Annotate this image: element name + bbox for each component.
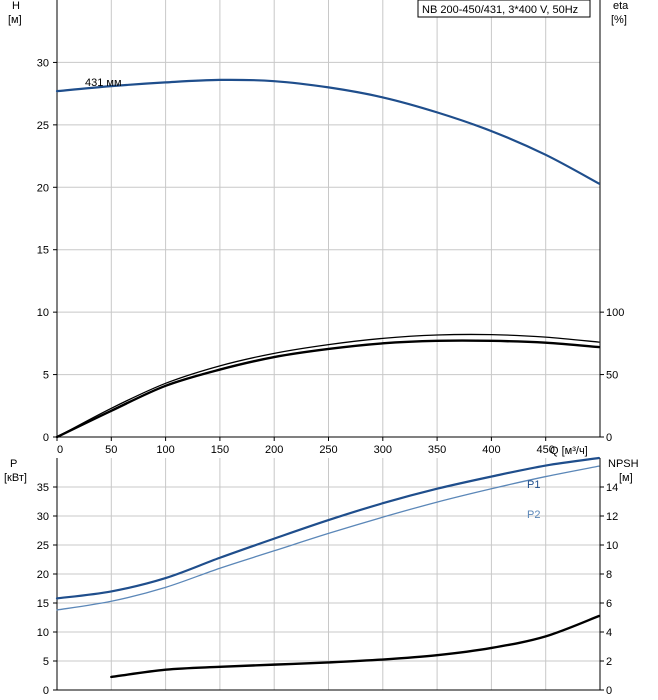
left-tick-label: 10 xyxy=(37,627,49,639)
left-tick-label: 5 xyxy=(43,656,49,668)
x-tick-label: 50 xyxy=(105,444,117,456)
left-tick-label: 15 xyxy=(37,598,49,610)
curve-431-мм xyxy=(55,78,601,185)
left-tick-label: 25 xyxy=(37,540,49,552)
left-tick-label: 0 xyxy=(43,432,49,444)
x-axis-label: Q [м³/ч] xyxy=(550,445,588,457)
axis-ticks: 0510152025300501000510152025303502468101… xyxy=(37,57,625,697)
right-tick-label: 6 xyxy=(606,598,612,610)
left-tick-label: 5 xyxy=(43,370,49,382)
right-tick-label: 0 xyxy=(606,685,612,697)
curve-panel1-series2 xyxy=(110,614,601,679)
curve-panel0-series1 xyxy=(56,333,600,438)
curve-p1 xyxy=(55,456,601,600)
title-box-text: NB 200-450/431, 3*400 V, 50Hz xyxy=(422,4,578,16)
x-tick-label: 250 xyxy=(319,444,337,456)
right-tick-label: 12 xyxy=(606,511,618,523)
x-tick-label: 150 xyxy=(211,444,229,456)
top-left-axis-unit: [м] xyxy=(8,14,22,26)
x-tick-label: 450 xyxy=(537,444,555,456)
bottom-panel-grid xyxy=(57,458,600,690)
x-tick-label: 300 xyxy=(374,444,392,456)
x-tick-label: 0 xyxy=(57,444,63,456)
left-tick-label: 35 xyxy=(37,482,49,494)
top-left-axis-label: H xyxy=(12,0,20,12)
top-panel-grid xyxy=(57,0,600,437)
left-tick-label: 0 xyxy=(43,685,49,697)
bottom-left-axis-unit: [кВт] xyxy=(4,472,27,484)
left-tick-label: 30 xyxy=(37,511,49,523)
top-right-axis-unit: [%] xyxy=(611,14,627,26)
right-tick-label: 10 xyxy=(606,540,618,552)
left-tick-label: 25 xyxy=(37,120,49,132)
bottom-right-axis-label: NPSH xyxy=(608,458,639,470)
data-series xyxy=(55,78,601,679)
left-tick-label: 30 xyxy=(37,57,49,69)
left-tick-label: 15 xyxy=(37,245,49,257)
curve-panel0-series2 xyxy=(55,339,601,439)
x-tick-label: 100 xyxy=(156,444,174,456)
p1-series-label: P1 xyxy=(527,479,540,491)
right-tick-label: 0 xyxy=(606,432,612,444)
right-tick-label: 14 xyxy=(606,482,618,494)
x-tick-label: 350 xyxy=(428,444,446,456)
impeller-diameter-label: 431 мм xyxy=(85,77,122,89)
left-tick-label: 10 xyxy=(37,307,49,319)
bottom-left-axis-label: P xyxy=(10,458,17,470)
title-box xyxy=(417,0,591,18)
left-tick-label: 20 xyxy=(37,182,49,194)
bottom-right-axis-unit: [м] xyxy=(619,472,633,484)
left-tick-label: 20 xyxy=(37,569,49,581)
right-tick-label: 100 xyxy=(606,307,624,319)
p2-series-label: P2 xyxy=(527,509,540,521)
right-tick-label: 50 xyxy=(606,370,618,382)
right-tick-label: 2 xyxy=(606,656,612,668)
right-tick-label: 8 xyxy=(606,569,612,581)
right-tick-label: 4 xyxy=(606,627,612,639)
curve-p2 xyxy=(56,465,600,611)
top-right-axis-label: eta xyxy=(613,0,629,12)
x-tick-label: 200 xyxy=(265,444,283,456)
x-tick-label: 400 xyxy=(482,444,500,456)
